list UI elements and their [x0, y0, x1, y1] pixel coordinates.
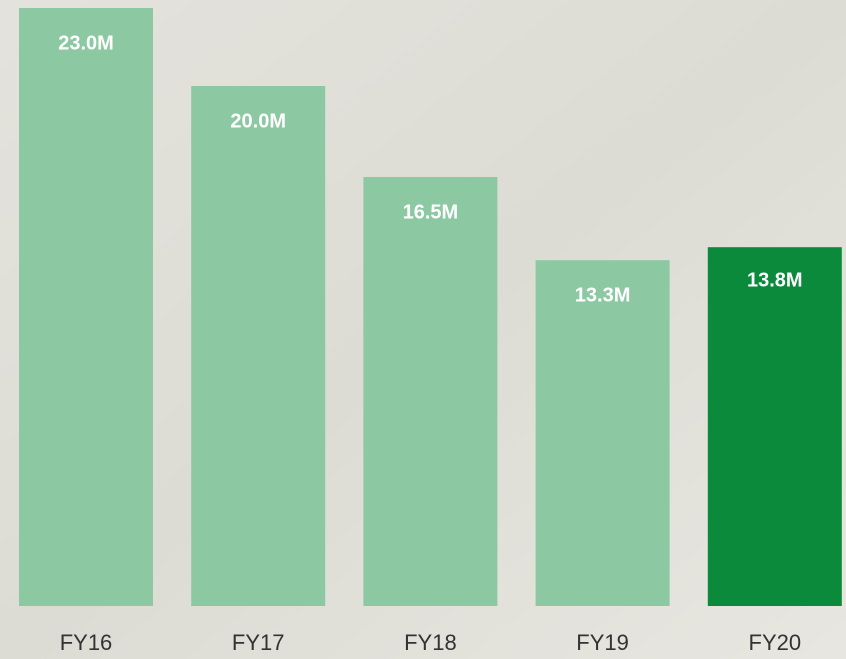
x-tick-label: FY20 [749, 630, 802, 655]
bar [19, 8, 153, 606]
page: {"chart_data": {"type": "bar", "categori… [0, 0, 846, 659]
chart: 23.0M FY16 20.0M FY17 16.5M FY18 13.3M FY19 13.8… [0, 0, 846, 659]
bar [191, 86, 325, 606]
bar [708, 247, 842, 606]
value-label: 23.0M [58, 32, 114, 54]
x-tick-label: FY18 [404, 630, 457, 655]
value-label: 16.5M [403, 201, 459, 223]
x-tick-label: FY19 [576, 630, 629, 655]
bar [363, 177, 497, 606]
value-label: 13.8M [747, 269, 803, 291]
x-tick-label: FY16 [60, 630, 113, 655]
x-tick-label: FY17 [232, 630, 285, 655]
bar [536, 260, 670, 606]
value-label: 20.0M [230, 110, 286, 132]
value-label: 13.3M [575, 284, 631, 306]
